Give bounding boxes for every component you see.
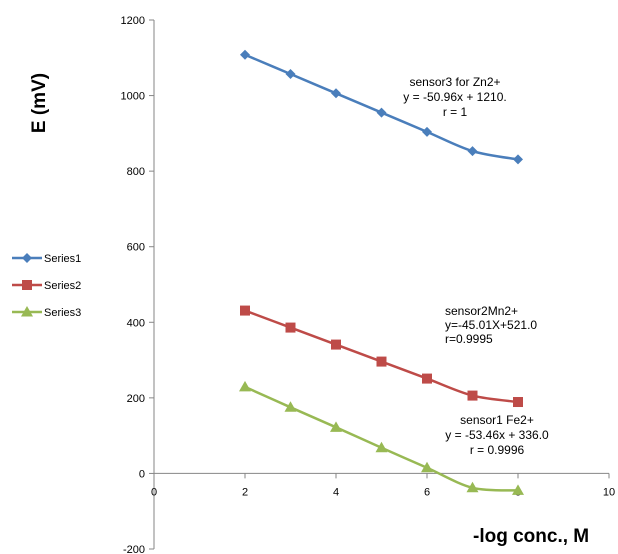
annotation-line: y = -50.96x + 1210. xyxy=(403,90,506,104)
annotation-line: y = -53.46x + 336.0 xyxy=(445,428,549,442)
series-2-point xyxy=(467,390,478,401)
series-3-point xyxy=(375,441,388,453)
series-2-point xyxy=(422,373,432,384)
annotation-mn: sensor2Mn2+ y=-45.01X+521.0 r=0.9995 xyxy=(445,304,537,346)
legend-label: Series3 xyxy=(44,307,81,319)
y-tick-label: 400 xyxy=(127,317,145,329)
legend-marker xyxy=(22,280,32,290)
series-3-point xyxy=(284,401,297,412)
legend-label: Series1 xyxy=(44,253,81,265)
series-3-point xyxy=(421,461,433,473)
legend-entry-3: Series3 xyxy=(12,306,81,319)
series-3-point xyxy=(239,380,251,392)
y-tick-label: -200 xyxy=(123,544,145,554)
x-axis-title: -log conc., M xyxy=(473,526,589,547)
annotation-fe: sensor1 Fe2+ y = -53.46x + 336.0 r = 0.999… xyxy=(445,413,549,457)
series-3 xyxy=(239,380,524,495)
annotation-line: sensor1 Fe2+ xyxy=(460,413,534,427)
annotations: sensor3 for Zn2+ y = -50.96x + 1210. r = 1… xyxy=(403,75,549,457)
y-ticks: -200 0 200 400 600 800 1000 1200 xyxy=(121,15,154,554)
series-2-point xyxy=(376,356,387,367)
series-3-point xyxy=(330,421,342,432)
x-tick-label: 6 xyxy=(424,486,430,498)
legend-label: Series2 xyxy=(44,280,81,292)
x-tick-label: 2 xyxy=(242,486,248,498)
series-1 xyxy=(240,49,523,165)
y-tick-label: 600 xyxy=(127,242,145,254)
annotation-zn: sensor3 for Zn2+ y = -50.96x + 1210. r = 1 xyxy=(403,75,506,119)
y-tick-label: 1000 xyxy=(121,91,145,103)
x-tick-label: 10 xyxy=(603,486,615,498)
annotation-line: r = 1 xyxy=(443,105,468,119)
annotation-line: sensor3 for Zn2+ xyxy=(409,75,500,89)
legend-marker xyxy=(21,306,33,317)
legend: Series1 Series2 Series3 xyxy=(12,253,81,319)
series-1-point xyxy=(240,49,250,60)
series-2-point xyxy=(285,322,296,333)
legend-entry-1: Series1 xyxy=(12,253,81,265)
series-1-point xyxy=(331,88,341,99)
y-tick-label: 1200 xyxy=(121,15,145,27)
legend-marker xyxy=(22,253,32,263)
series-3-point xyxy=(466,481,479,493)
series-1-line xyxy=(244,53,519,161)
series-1-point xyxy=(422,126,432,137)
x-tick-label: 0 xyxy=(151,486,157,498)
series-2-point xyxy=(240,305,250,316)
y-tick-label: 800 xyxy=(127,166,145,178)
series-1-point xyxy=(285,69,296,80)
annotation-line: r = 0.9996 xyxy=(470,443,525,457)
y-axis-title: E (mV) xyxy=(29,73,50,133)
series-1-point xyxy=(467,146,478,157)
annotation-line: sensor2Mn2+ xyxy=(445,304,518,318)
series-1-point xyxy=(513,154,523,165)
series-2-point xyxy=(331,339,341,350)
annotation-line: r=0.9995 xyxy=(445,332,493,346)
y-tick-label: 200 xyxy=(127,393,145,405)
series-3-point xyxy=(512,484,524,495)
series-2-point xyxy=(513,397,523,408)
series-layer xyxy=(239,49,524,495)
series-2 xyxy=(240,305,523,408)
y-tick-label: 0 xyxy=(139,468,145,480)
annotation-line: y=-45.01X+521.0 xyxy=(445,318,537,332)
axes xyxy=(153,20,609,549)
series-1-point xyxy=(376,107,387,118)
legend-entry-2: Series2 xyxy=(12,280,81,292)
x-tick-label: 4 xyxy=(333,486,339,498)
x-ticks: 0246810 xyxy=(151,473,615,498)
